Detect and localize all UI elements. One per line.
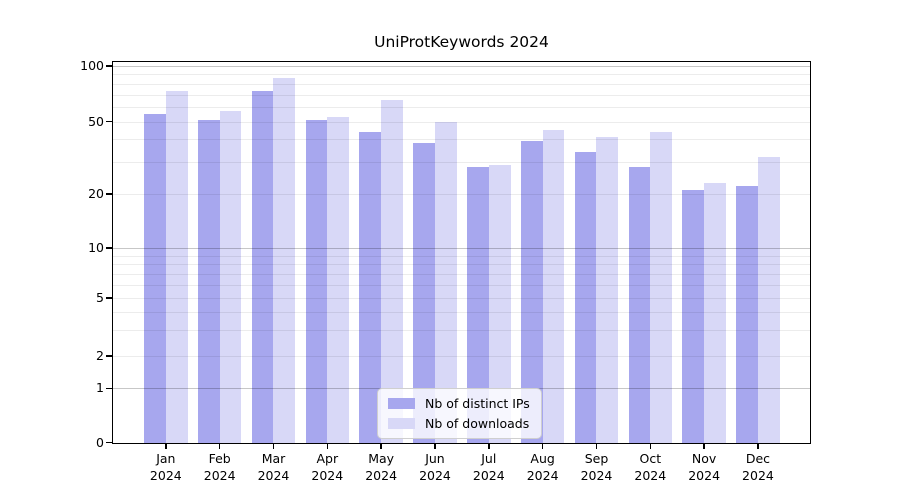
bar-distinct-ips-jan <box>144 113 166 444</box>
y-tick-label: 50 <box>88 113 104 129</box>
gridline-minor <box>112 83 811 85</box>
x-tick-label: Mar 2024 <box>257 451 290 483</box>
gridline-minor <box>112 330 811 332</box>
gridline-minor <box>112 312 811 314</box>
x-tick-label: Sep 2024 <box>580 451 613 483</box>
gridline-minor <box>112 139 811 141</box>
bar-distinct-ips-nov <box>682 190 705 444</box>
x-tick <box>649 443 651 449</box>
y-tick-label: 20 <box>88 186 104 201</box>
y-tick <box>106 247 112 249</box>
legend-swatch-downloads-icon <box>388 418 415 429</box>
y-tick-label: 0 <box>96 434 104 450</box>
bar-downloads-oct <box>650 131 673 444</box>
gridline-minor <box>112 194 811 195</box>
bar-distinct-ips-jun <box>413 143 435 444</box>
chart-title: UniProtKeywords 2024 <box>374 33 549 51</box>
x-tick <box>380 443 382 449</box>
y-tick <box>106 120 112 123</box>
y-tick <box>106 193 112 195</box>
bar-downloads-jun <box>434 121 457 444</box>
bar-downloads-feb <box>219 111 242 444</box>
bar-distinct-ips-oct <box>628 167 651 444</box>
y-tick <box>106 65 112 67</box>
x-tick <box>434 443 436 449</box>
gridline-minor <box>112 284 811 286</box>
x-tick <box>218 443 221 449</box>
x-tick-label: Aug 2024 <box>526 451 559 483</box>
legend-label-distinct-ips: Nb of distinct IPs <box>425 396 530 411</box>
x-tick <box>703 443 705 449</box>
gridline-minor <box>112 298 811 299</box>
x-tick-label: Jun 2024 <box>419 451 451 483</box>
x-tick <box>595 443 598 449</box>
gridline-minor <box>112 106 811 108</box>
bar-downloads-may <box>381 100 403 444</box>
bar-downloads-apr <box>327 116 350 444</box>
x-tick <box>757 443 759 449</box>
y-tick-label: 10 <box>88 240 104 255</box>
bar-downloads-jul <box>488 164 511 444</box>
bar-distinct-ips-jul <box>467 167 489 444</box>
gridline-minor <box>112 161 811 163</box>
y-tick <box>106 297 112 299</box>
bar-distinct-ips-sep <box>574 152 597 444</box>
gridline-minor <box>112 356 811 357</box>
bar-distinct-ips-feb <box>197 119 220 444</box>
gridline-major <box>112 248 811 249</box>
bar-distinct-ips-dec <box>736 186 758 444</box>
x-tick-label: Feb 2024 <box>203 451 236 483</box>
bar-distinct-ips-aug <box>520 141 543 444</box>
plot-area: Nb of distinct IPs Nb of downloads 100 50… <box>80 58 811 483</box>
y-tick-label: 100 <box>80 58 104 73</box>
x-tick-label: Nov 2024 <box>688 451 721 483</box>
bar-downloads-nov <box>704 182 726 444</box>
x-tick-label: Jul 2024 <box>472 451 505 483</box>
y-tick-label: 1 <box>96 380 104 396</box>
x-tick-label: May 2024 <box>365 451 398 483</box>
gridline-minor <box>112 255 811 257</box>
bar-downloads-mar <box>273 78 296 444</box>
gridline-minor <box>112 94 811 96</box>
y-tick <box>106 441 112 444</box>
gridline-minor <box>112 121 811 123</box>
gridline-major <box>112 66 811 67</box>
x-tick-label: Jan 2024 <box>149 451 182 483</box>
bar-distinct-ips-may <box>359 131 382 444</box>
bar-distinct-ips-mar <box>251 91 274 444</box>
x-tick-label: Oct 2024 <box>634 451 667 483</box>
x-tick <box>326 443 328 449</box>
bar-downloads-aug <box>542 129 565 444</box>
gridline-minor <box>112 74 811 76</box>
x-tick <box>541 443 544 449</box>
x-tick <box>165 443 167 449</box>
legend: Nb of distinct IPs Nb of downloads <box>377 388 542 439</box>
y-tick-label: 2 <box>96 348 104 363</box>
bar-downloads-sep <box>596 137 619 444</box>
legend-label-downloads: Nb of downloads <box>425 416 530 431</box>
bar-distinct-ips-apr <box>305 119 328 444</box>
y-tick <box>106 387 112 389</box>
x-tick-label: Apr 2024 <box>311 451 344 483</box>
bar-downloads-dec <box>757 156 780 444</box>
x-tick <box>488 443 490 449</box>
legend-swatch-distinct-ips-icon <box>388 398 415 409</box>
x-tick <box>272 443 275 449</box>
x-tick-label: Dec 2024 <box>742 451 774 483</box>
gridline-minor <box>112 264 811 266</box>
y-tick <box>106 355 112 357</box>
legend-entry-distinct-ips: Nb of distinct IPs <box>388 396 530 411</box>
bar-downloads-jan <box>165 91 188 444</box>
legend-entry-downloads: Nb of downloads <box>388 416 530 431</box>
gridline-minor <box>112 273 811 275</box>
y-tick-label: 5 <box>96 290 104 305</box>
